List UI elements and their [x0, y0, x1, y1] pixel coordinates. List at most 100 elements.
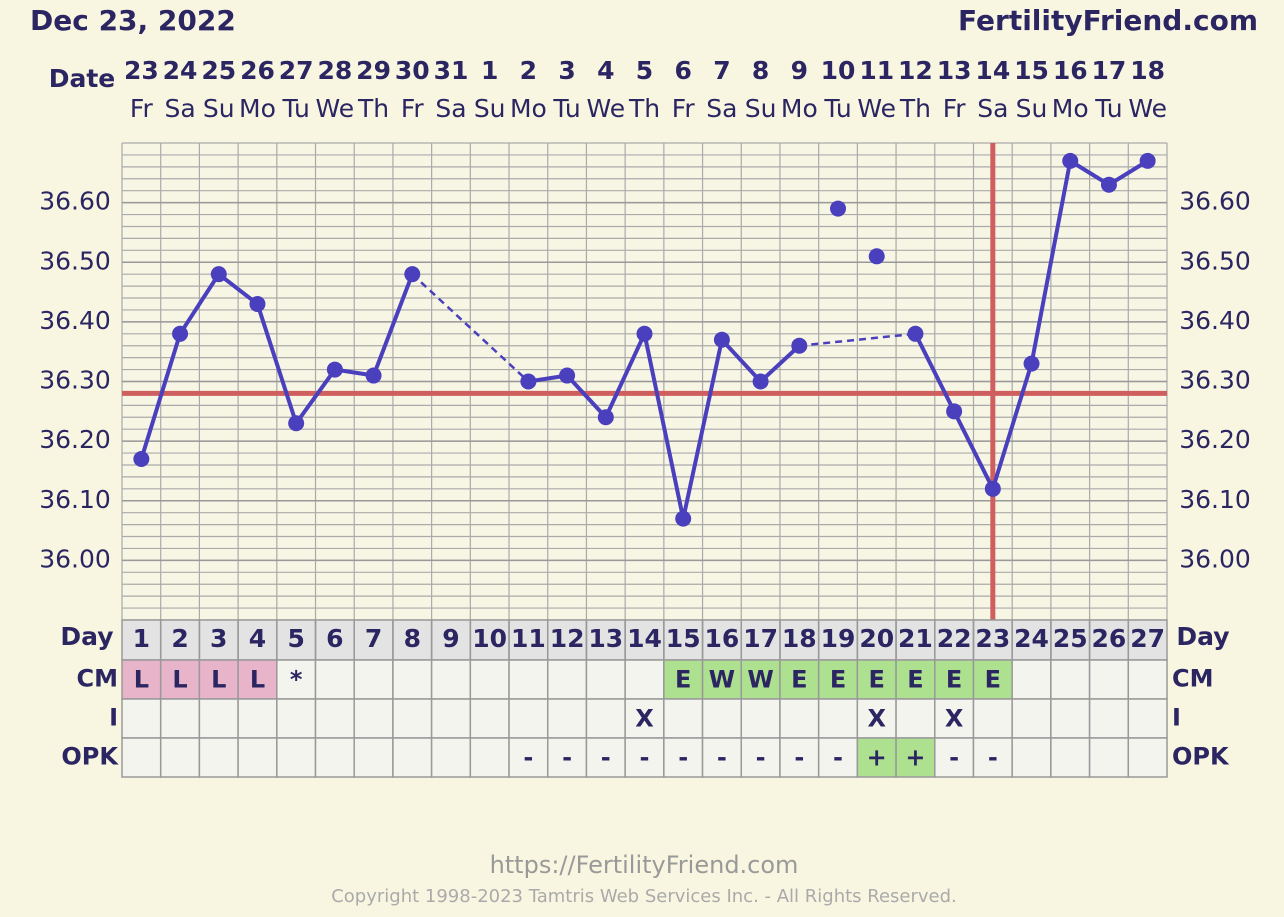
temperature-point: [288, 415, 305, 432]
temperature-point: [1139, 152, 1156, 169]
weekday: Fr: [401, 94, 425, 123]
row-cell: [546, 698, 588, 739]
row-cell: [314, 698, 355, 739]
day-number: 15: [666, 624, 701, 653]
weekday: Mo: [781, 94, 818, 123]
temperature-point: [559, 367, 576, 384]
row-label-right: CM: [1172, 665, 1214, 693]
row-cell-value: -: [717, 744, 727, 772]
temperature-point: [752, 373, 769, 390]
day-label: Day: [60, 622, 113, 651]
date: 30: [395, 56, 430, 85]
weekday: Su: [203, 94, 235, 123]
row-cell: [740, 698, 781, 739]
row-cell: [934, 698, 975, 739]
y-tick-label: 36.60: [39, 187, 111, 216]
weekday: Su: [745, 94, 777, 123]
day-number: 10: [472, 624, 507, 653]
y-tick-label: 36.10: [39, 485, 111, 514]
y-tick-label-right: 36.10: [1179, 485, 1251, 514]
row-label-right: OPK: [1172, 743, 1230, 771]
y-tick-label-right: 36.60: [1179, 187, 1251, 216]
row-cell-value: L: [250, 666, 265, 694]
day-number: 23: [975, 624, 1010, 653]
row-cell: [972, 698, 1013, 739]
row-label: OPK: [61, 743, 119, 771]
row-cell: [856, 659, 897, 700]
row-cell-value: E: [985, 666, 1001, 694]
row-cell-value: X: [945, 705, 964, 733]
temperature-point: [210, 266, 227, 283]
day-number: 24: [1014, 624, 1049, 653]
row-cell-value: +: [905, 744, 925, 772]
row-cell: [779, 698, 820, 739]
temperature-point: [1100, 176, 1117, 193]
weekday: Su: [474, 94, 506, 123]
day-number: 9: [442, 624, 459, 653]
temperature-point: [520, 373, 537, 390]
row-cell: [314, 737, 355, 778]
row-cell: [237, 737, 278, 778]
y-tick-label-right: 36.40: [1179, 306, 1251, 335]
row-cell: [546, 737, 588, 778]
date: 17: [1092, 56, 1127, 85]
day-number: 20: [859, 624, 894, 653]
row-cell-value: -: [562, 744, 572, 772]
date: 12: [898, 56, 933, 85]
row-cell: [663, 698, 704, 739]
row-cell: [430, 698, 472, 739]
weekday: Tu: [823, 94, 851, 123]
date: 2: [520, 56, 537, 85]
weekday: Sa: [435, 94, 466, 123]
day-number: 13: [588, 624, 623, 653]
date: 9: [791, 56, 808, 85]
row-cell: [121, 737, 162, 778]
temperature-point: [597, 409, 614, 426]
copyright: Copyright 1998-2023 Tamtris Web Services…: [331, 886, 957, 907]
row-cell: [392, 698, 433, 739]
row-cell: [237, 698, 278, 739]
weekday: Th: [899, 94, 931, 123]
weekday: We: [316, 94, 355, 123]
day-number: 27: [1130, 624, 1165, 653]
weekday: Th: [357, 94, 389, 123]
row-cell: [934, 659, 975, 700]
row-cell: [817, 737, 859, 778]
row-cell: [508, 698, 549, 739]
discarded-point: [868, 248, 885, 265]
row-cell-value: -: [988, 744, 998, 772]
row-cell: [276, 698, 317, 739]
y-tick-label: 36.20: [39, 425, 111, 454]
temperature-point: [326, 361, 343, 378]
row-cell: [1050, 659, 1091, 700]
weekday: Tu: [1094, 94, 1122, 123]
row-cell-value: -: [833, 744, 843, 772]
row-cell: [895, 737, 936, 778]
row-cell: [701, 698, 743, 739]
chart-date: Dec 23, 2022: [30, 4, 236, 37]
date: 3: [558, 56, 575, 85]
date: 28: [317, 56, 352, 85]
weekday: We: [1128, 94, 1167, 123]
row-cell: [392, 737, 433, 778]
y-tick-label: 36.00: [39, 544, 111, 573]
row-cell-value: -: [794, 744, 804, 772]
row-cell: [1050, 737, 1091, 778]
row-label: CM: [77, 665, 119, 693]
row-cell: [895, 659, 936, 700]
weekday: We: [857, 94, 896, 123]
day-number: 14: [627, 624, 662, 653]
row-cell: [1088, 737, 1130, 778]
day-number: 6: [326, 624, 343, 653]
row-cell: [1127, 659, 1168, 700]
day-number: 1: [133, 624, 150, 653]
temperature-point: [675, 510, 692, 527]
row-cell: [508, 659, 549, 700]
row-cell: [1011, 659, 1052, 700]
row-cell: [624, 737, 665, 778]
row-cell: [430, 737, 472, 778]
row-cell: [198, 737, 239, 778]
date: 26: [240, 56, 275, 85]
row-cell: [1088, 698, 1130, 739]
row-cell: [972, 737, 1013, 778]
